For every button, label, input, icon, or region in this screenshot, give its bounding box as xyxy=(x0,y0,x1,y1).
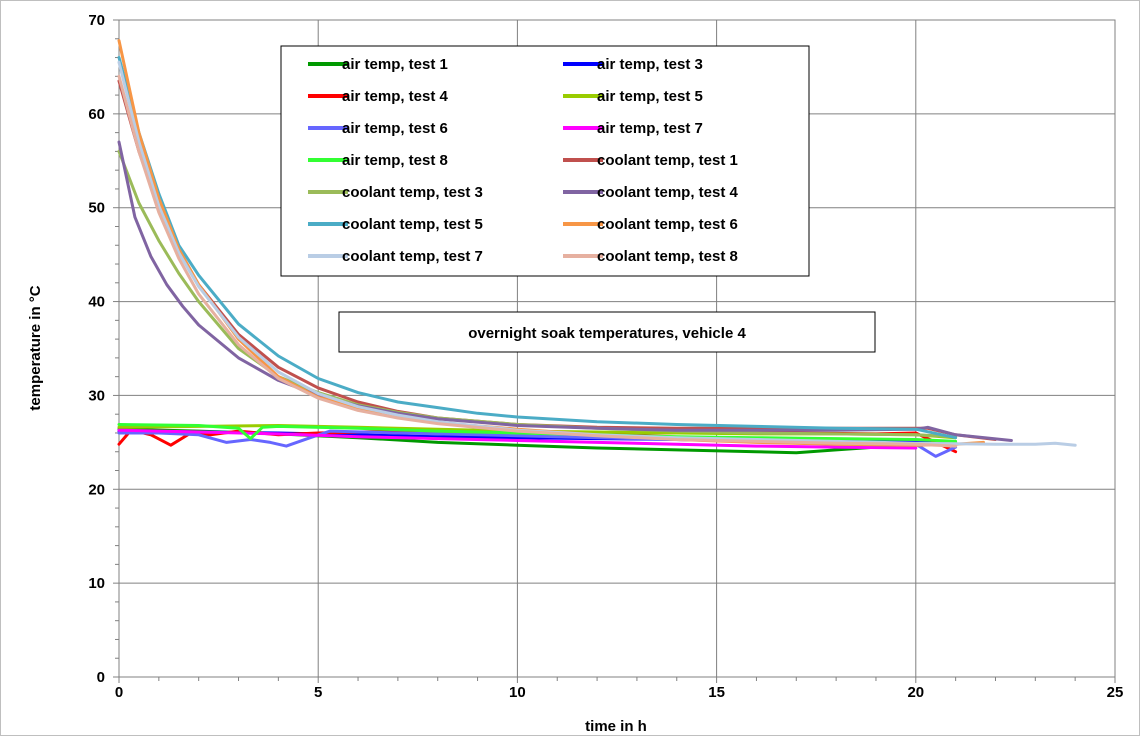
x-tick-label: 15 xyxy=(708,684,725,701)
annotation-box xyxy=(338,311,876,353)
x-axis-title: time in h xyxy=(585,718,647,735)
legend-label: coolant temp, test 4 xyxy=(597,184,739,201)
y-tick-label: 50 xyxy=(88,200,105,217)
x-tick-label: 5 xyxy=(314,684,322,701)
annotation-text: overnight soak temperatures, vehicle 4 xyxy=(468,325,746,342)
legend-label: coolant temp, test 1 xyxy=(597,152,738,169)
legend-label: coolant temp, test 5 xyxy=(342,216,483,233)
legend-label: coolant temp, test 8 xyxy=(597,248,738,265)
series-line-7 xyxy=(117,423,958,443)
legend-label: air temp, test 6 xyxy=(342,120,448,137)
legend-label: air temp, test 7 xyxy=(597,120,703,137)
y-tick-label: 30 xyxy=(88,387,105,404)
series-line-14 xyxy=(117,74,958,448)
y-tick-label: 0 xyxy=(97,669,105,686)
y-tick-label: 10 xyxy=(88,575,105,592)
series-line-13 xyxy=(117,60,1077,447)
y-tick-label: 60 xyxy=(88,106,105,123)
y-tick-label: 40 xyxy=(88,294,105,311)
x-tick-label: 0 xyxy=(115,684,123,701)
y-axis-title: temperature in °C xyxy=(27,285,44,410)
y-tick-label: 20 xyxy=(88,481,105,498)
legend-label: air temp, test 1 xyxy=(342,56,448,73)
grid xyxy=(118,19,1116,678)
x-tick-label: 10 xyxy=(509,684,526,701)
plot-area xyxy=(117,39,1077,458)
axes: 0 5 10 15 20 25 0 10 20 30 40 50 60 70 xyxy=(88,12,1123,701)
series-line-6 xyxy=(117,428,918,450)
legend-label: air temp, test 3 xyxy=(597,56,703,73)
legend-label: air temp, test 4 xyxy=(342,88,449,105)
legend-box xyxy=(280,45,810,277)
legend: air temp, test 1 air temp, test 3 air temp… xyxy=(280,45,810,277)
annotation: overnight soak temperatures, vehicle 4 xyxy=(338,311,876,353)
legend-label: coolant temp, test 3 xyxy=(342,184,483,201)
legend-label: air temp, test 8 xyxy=(342,152,448,169)
legend-label: coolant temp, test 6 xyxy=(597,216,738,233)
x-tick-label: 20 xyxy=(907,684,924,701)
legend-label: coolant temp, test 7 xyxy=(342,248,483,265)
x-tick-label: 25 xyxy=(1107,684,1124,701)
legend-label: air temp, test 5 xyxy=(597,88,703,105)
y-tick-label: 70 xyxy=(88,12,105,29)
